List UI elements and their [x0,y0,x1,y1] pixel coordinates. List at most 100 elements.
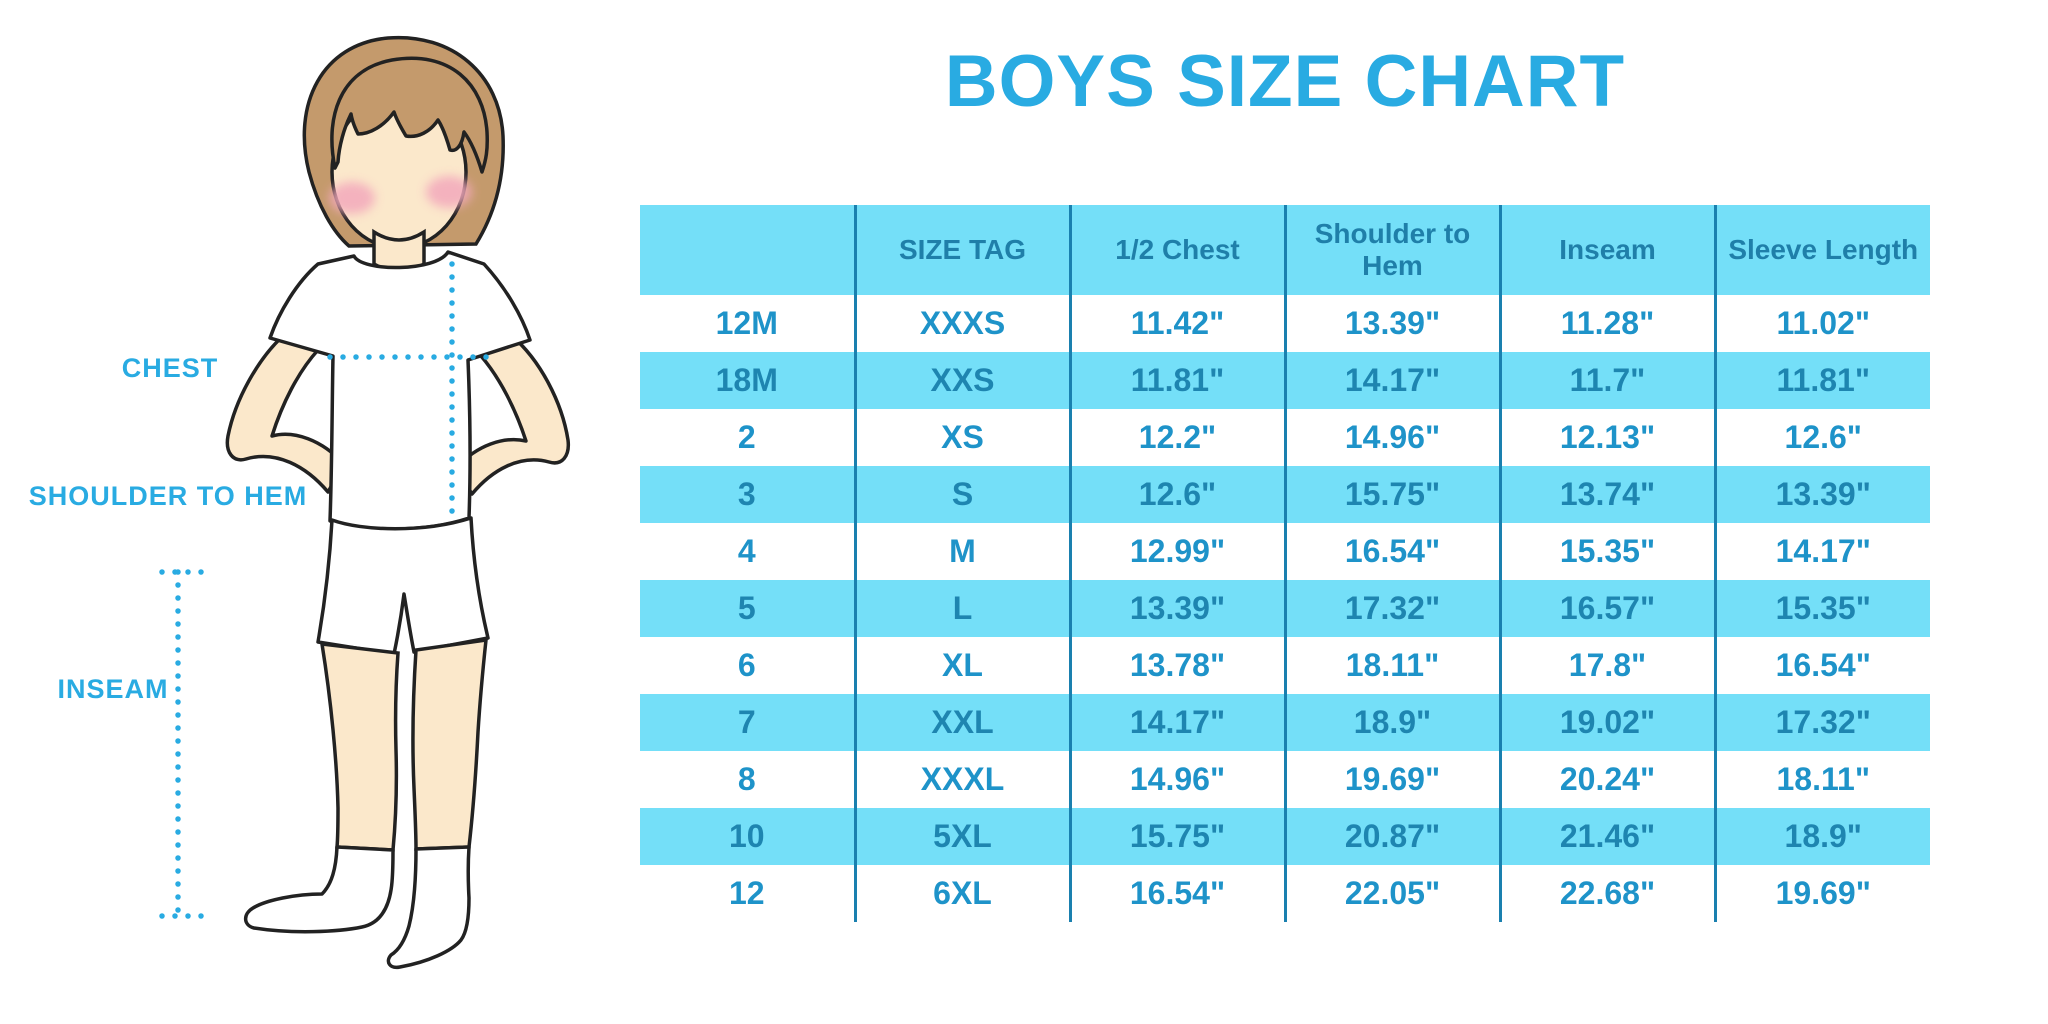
measurement-cell: 16.54" [1283,523,1500,580]
table-row: 12M XXXS 11.42" 13.39" 11.28" 11.02" [640,295,1930,352]
column-header: Sleeve Length [1713,205,1930,295]
measurement-cell: 19.02" [1498,694,1715,751]
size-cell: 18M [715,362,778,398]
measurement-cell: 14.17" [1068,694,1285,751]
t-shirt [268,250,532,531]
measurement-cell: 11.7" [1498,352,1715,409]
column-header: SIZE TAG [853,205,1070,295]
hair-fringe [330,56,489,174]
measurement-cell: M [853,523,1070,580]
measurement-cell: 22.05" [1283,865,1500,922]
measurement-cell: 17.32" [1713,694,1930,751]
measurement-cell: 13.39" [1283,295,1500,352]
table-row: 3 S 12.6" 15.75" 13.74" 13.39" [640,466,1930,523]
measurement-cell: 17.32" [1283,580,1500,637]
table-row: 12 6XL 16.54" 22.05" 22.68" 19.69" [640,865,1930,922]
measurement-cell: L [853,580,1070,637]
column-header: Shoulder to Hem [1283,205,1500,295]
measurement-cell: 21.46" [1498,808,1715,865]
table-row: 6 XL 13.78" 18.11" 17.8" 16.54" [640,637,1930,694]
measurement-cell: 16.54" [1713,637,1930,694]
shoulder-to-hem-label: SHOULDER TO HEM [28,481,308,511]
measurement-cell: 18.9" [1283,694,1500,751]
measurement-cell: 13.74" [1498,466,1715,523]
measurement-cell: 18.11" [1283,637,1500,694]
header-row: SIZE TAG 1/2 Chest Shoulder to Hem Inseam Sl… [640,205,1930,295]
measurement-cell: 12.99" [1068,523,1285,580]
table-row: 2 XS 12.2" 14.96" 12.13" 12.6" [640,409,1930,466]
measurement-cell: 22.68" [1498,865,1715,922]
measurement-cell: XL [853,637,1070,694]
size-cell: 10 [728,818,765,854]
size-cell: 5 [737,590,756,626]
measurement-cell: 5XL [853,808,1070,865]
left-leg [319,641,400,852]
measurement-cell: 11.28" [1498,295,1715,352]
blush-right [426,176,472,208]
measurement-cell: XXL [853,694,1070,751]
size-cell: 6 [737,647,756,683]
measurement-cell: 11.42" [1068,295,1285,352]
size-cell: 4 [737,533,756,569]
blush-left [329,182,375,214]
size-table-body: 12M XXXS 11.42" 13.39" 11.28" 11.02" 18M XXS 11.… [640,295,1930,922]
table-row: 4 M 12.99" 16.54" 15.35" 14.17" [640,523,1930,580]
measurement-cell: 17.8" [1498,637,1715,694]
left-sock [243,845,395,934]
inseam-label: INSEAM [57,674,169,704]
measurement-cell: 14.96" [1283,409,1500,466]
chest-label: CHEST [121,353,219,383]
size-cell: 12M [715,305,778,341]
measurement-cell: 16.57" [1498,580,1715,637]
measurement-cell: 13.39" [1713,466,1930,523]
right-arm [454,334,571,496]
table-row: 10 5XL 15.75" 20.87" 21.46" 18.9" [640,808,1930,865]
measurement-cell: S [853,466,1070,523]
right-sock [386,845,471,970]
measurement-cell: 12.6" [1713,409,1930,466]
measurement-cell: 15.35" [1713,580,1930,637]
measurement-cell: XXXL [853,751,1070,808]
measurement-cell: 12.2" [1068,409,1285,466]
size-table: SIZE TAG 1/2 Chest Shoulder to Hem Inseam Sl… [640,205,1930,922]
measurement-cell: 15.35" [1498,523,1715,580]
measurement-cell: 13.39" [1068,580,1285,637]
size-cell: 12 [728,875,765,911]
table-row: 18M XXS 11.81" 14.17" 11.7" 11.81" [640,352,1930,409]
column-header: Inseam [1498,205,1715,295]
measurement-cell: 13.78" [1068,637,1285,694]
page-title: BOYS SIZE CHART [944,41,1626,122]
boy-illustration [159,35,571,970]
measurement-cell: 19.69" [1283,751,1500,808]
measurement-cell: XS [853,409,1070,466]
measurement-cell: 12.13" [1498,409,1715,466]
measurement-cell: 14.17" [1713,523,1930,580]
column-header: 1/2 Chest [1068,205,1285,295]
size-cell: 2 [737,419,756,455]
measurement-cell: 20.87" [1283,808,1500,865]
measurement-cell: 11.81" [1713,352,1930,409]
measurement-cell: 18.9" [1713,808,1930,865]
measurement-cell: 15.75" [1068,808,1285,865]
measurement-cell: 12.6" [1068,466,1285,523]
measurement-cell: 11.81" [1068,352,1285,409]
corner-header [640,205,855,295]
table-row: 7 XXL 14.17" 18.9" 19.02" 17.32" [640,694,1930,751]
left-arm [225,328,346,494]
measurement-cell: 18.11" [1713,751,1930,808]
table-row: 8 XXXL 14.96" 19.69" 20.24" 18.11" [640,751,1930,808]
size-cell: 3 [737,476,756,512]
measurement-cell: 14.96" [1068,751,1285,808]
measurement-cell: 20.24" [1498,751,1715,808]
measurement-cell: XXS [853,352,1070,409]
measurement-cell: 11.02" [1713,295,1930,352]
measurement-cell: 14.17" [1283,352,1500,409]
measurement-cell: 16.54" [1068,865,1285,922]
size-cell: 8 [737,761,756,797]
right-leg [411,637,488,851]
measurement-cell: 19.69" [1713,865,1930,922]
size-table-header: SIZE TAG 1/2 Chest Shoulder to Hem Inseam Sl… [640,205,1930,295]
table-row: 5 L 13.39" 17.32" 16.57" 15.35" [640,580,1930,637]
size-cell: 7 [737,704,756,740]
